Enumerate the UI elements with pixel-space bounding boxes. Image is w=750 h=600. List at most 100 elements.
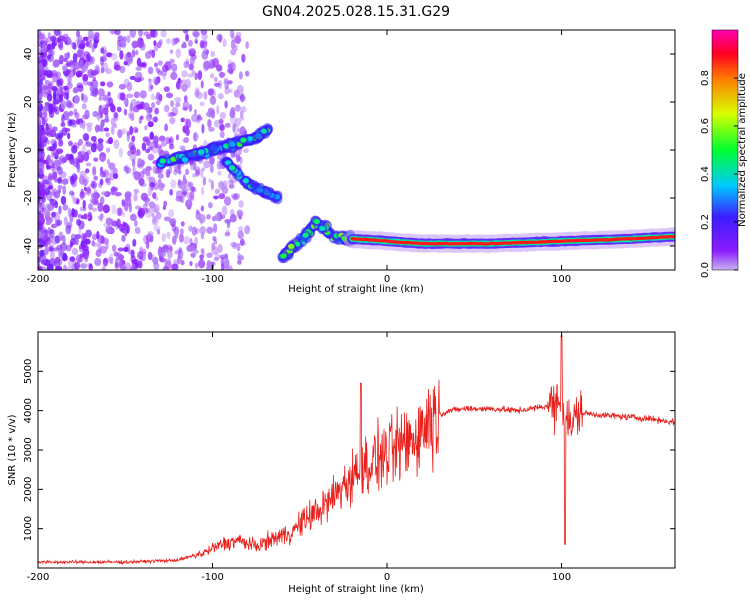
heatmap-noise-blob xyxy=(182,41,187,48)
heatmap-noise-blob xyxy=(232,123,237,128)
heatmap-noise-blob xyxy=(147,251,153,261)
heatmap-noise-blob xyxy=(102,257,109,267)
heatmap-noise-blob xyxy=(83,186,87,192)
heatmap-noise-blob xyxy=(179,79,183,85)
heatmap-noise-blob xyxy=(165,169,171,178)
heatmap-noise-blob xyxy=(167,244,172,251)
heatmap-noise-blob xyxy=(38,161,43,167)
heatmap-noise-blob xyxy=(193,131,197,142)
heatmap-noise-blob xyxy=(63,57,68,63)
heatmap-noise-blob xyxy=(119,262,126,270)
heatmap-noise-blob xyxy=(236,209,244,218)
heatmap-noise-blob xyxy=(46,154,51,162)
heatmap-noise-blob xyxy=(102,169,110,178)
heatmap-noise-blob xyxy=(148,182,156,188)
heatmap-noise-blob xyxy=(195,169,200,177)
heatmap-noise-blob xyxy=(38,37,41,43)
heatmap-noise-blob xyxy=(192,132,199,142)
heatmap-noise-blob xyxy=(238,225,244,232)
heatmap-noise-blob xyxy=(131,40,139,49)
heatmap-noise-blob xyxy=(136,57,142,67)
heatmap-noise-blob xyxy=(238,71,243,80)
heatmap-noise-blob xyxy=(208,107,215,115)
y-tick-label: 40 xyxy=(23,48,34,61)
heatmap-noise-blob xyxy=(236,242,241,252)
heatmap-noise-blob xyxy=(157,145,163,154)
heatmap-noise-blob xyxy=(38,256,42,263)
heatmap-noise-blob xyxy=(109,171,115,181)
heatmap-noise-blob xyxy=(56,244,63,251)
heatmap-noise-blob xyxy=(135,66,143,71)
colorbar-tick-label: 0.4 xyxy=(700,166,711,182)
heatmap-noise-blob xyxy=(113,173,119,179)
colorbar-tick-label: 0.8 xyxy=(700,70,711,86)
heatmap-noise-blob xyxy=(91,207,98,212)
heatmap-noise-blob xyxy=(93,175,98,181)
heatmap-noise-blob xyxy=(192,173,197,178)
heatmap-noise-blob xyxy=(100,119,105,128)
heatmap-noise-blob xyxy=(38,266,42,270)
heatmap-noise-blob xyxy=(245,41,249,49)
heatmap-noise-blob xyxy=(160,69,168,77)
heatmap-noise-blob xyxy=(157,60,163,66)
heatmap-noise-blob xyxy=(45,220,52,226)
heatmap-noise-blob xyxy=(137,209,143,218)
heatmap-noise-blob xyxy=(162,205,166,210)
heatmap-noise-blob xyxy=(70,233,77,241)
heatmap-noise-blob xyxy=(65,99,72,108)
x-tick-label: -200 xyxy=(27,274,50,285)
heatmap-noise-blob xyxy=(125,167,132,174)
heatmap-noise-blob xyxy=(81,93,88,104)
heatmap-noise-blob xyxy=(68,110,74,117)
heatmap-noise-blob xyxy=(47,49,55,57)
heatmap-noise-blob xyxy=(157,172,164,179)
heatmap-noise-blob xyxy=(86,81,93,86)
heatmap-noise-blob xyxy=(79,194,85,200)
colorbar-tick-label: 0.6 xyxy=(700,118,711,134)
heatmap-noise-blob xyxy=(129,75,136,81)
heatmap-noise-blob xyxy=(216,104,220,115)
heatmap-noise-blob xyxy=(230,39,236,50)
heatmap-noise-blob xyxy=(69,256,76,262)
heatmap-noise-blob xyxy=(127,113,132,119)
heatmap-noise-blob xyxy=(194,236,199,246)
heatmap-noise-blob xyxy=(175,190,183,200)
heatmap-noise-blob xyxy=(188,63,194,71)
heatmap-noise-blob xyxy=(40,213,45,223)
heatmap-noise-blob xyxy=(180,260,185,266)
heatmap-noise-blob xyxy=(60,90,65,96)
heatmap-noise-blob xyxy=(38,30,42,38)
heatmap-noise-blob xyxy=(141,248,147,255)
heatmap-noise-blob xyxy=(158,135,166,142)
heatmap-noise-blob xyxy=(43,111,48,119)
heatmap-noise-blob xyxy=(213,256,220,262)
heatmap-noise-blob xyxy=(168,143,175,150)
heatmap-noise-blob xyxy=(67,132,71,140)
heatmap-noise-blob xyxy=(38,124,41,131)
heatmap-noise-blob xyxy=(114,30,121,36)
heatmap-noise-blob xyxy=(39,250,45,257)
heatmap-track-blob xyxy=(228,165,236,171)
heatmap-noise-blob xyxy=(183,61,190,69)
heatmap-noise-blob xyxy=(97,138,104,144)
heatmap-noise-blob xyxy=(102,94,107,102)
heatmap-noise-blob xyxy=(144,124,148,131)
heatmap-noise-blob xyxy=(83,95,88,103)
heatmap-noise-blob xyxy=(154,78,159,86)
heatmap-noise-blob xyxy=(138,260,143,269)
heatmap-noise-blob xyxy=(56,219,61,227)
heatmap-noise-blob xyxy=(79,121,84,128)
heatmap-track-blob xyxy=(209,145,216,151)
heatmap-noise-blob xyxy=(102,49,108,57)
heatmap-noise-blob xyxy=(174,96,182,103)
heatmap-noise-blob xyxy=(170,100,175,108)
heatmap-noise-blob xyxy=(67,259,74,267)
heatmap-noise-blob xyxy=(38,84,43,94)
heatmap-noise-blob xyxy=(147,146,153,151)
heatmap-noise-blob xyxy=(40,36,49,45)
heatmap-noise-blob xyxy=(178,169,182,175)
heatmap-noise-blob xyxy=(194,249,199,254)
heatmap-noise-blob xyxy=(230,48,237,56)
heatmap-noise-blob xyxy=(159,182,163,187)
heatmap-noise-blob xyxy=(239,238,245,246)
